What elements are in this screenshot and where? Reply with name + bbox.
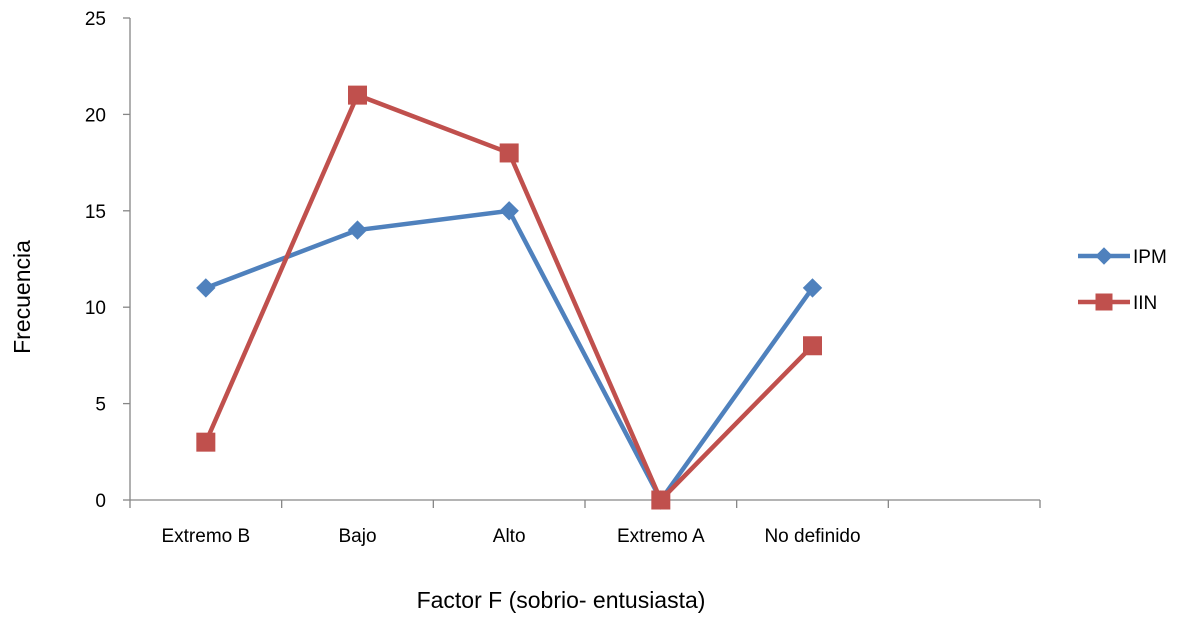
data-point-ipm [347,220,368,240]
data-point-iin [196,432,216,452]
series-line-ipm [205,208,815,503]
x-tick-label: Extremo A [617,526,705,547]
y-axis-title: Frecuencia [9,240,35,354]
x-tick-label: Bajo [338,526,376,547]
axes: 0 5 10 15 20 25 Extremo B Bajo Alto Extremo A No … [85,9,1041,547]
y-ticks: 0 5 10 15 20 25 [85,9,130,512]
y-tick-label: 15 [85,202,106,223]
data-point-ipm [196,278,216,298]
data-point-ipm [499,201,519,221]
series-layer [196,85,823,510]
legend: IPM IIN [1078,247,1167,314]
y-tick-label: 5 [95,395,106,416]
y-tick-label: 10 [85,298,106,319]
legend-swatch-marker [1095,293,1113,311]
x-tick-label: Extremo B [161,526,250,547]
legend-item-ipm: IPM [1078,247,1167,268]
y-tick-label: 0 [95,491,106,512]
legend-label: IPM [1133,247,1167,268]
series-iin [196,85,822,510]
data-point-iin [651,490,671,510]
legend-swatch-marker [1095,247,1113,265]
data-point-ipm [802,278,823,298]
x-ticks: Extremo B Bajo Alto Extremo A No definido [129,500,1041,547]
data-point-iin [348,85,367,105]
data-point-iin [803,336,822,356]
legend-item-iin: IIN [1078,293,1157,314]
x-tick-label: Alto [493,526,526,547]
x-tick-label: No definido [764,526,860,547]
x-axis-title: Factor F (sobrio- entusiasta) [417,587,706,613]
y-tick-label: 25 [85,9,106,30]
data-point-iin [499,143,519,163]
legend-label: IIN [1133,293,1157,314]
y-tick-label: 20 [85,105,106,126]
